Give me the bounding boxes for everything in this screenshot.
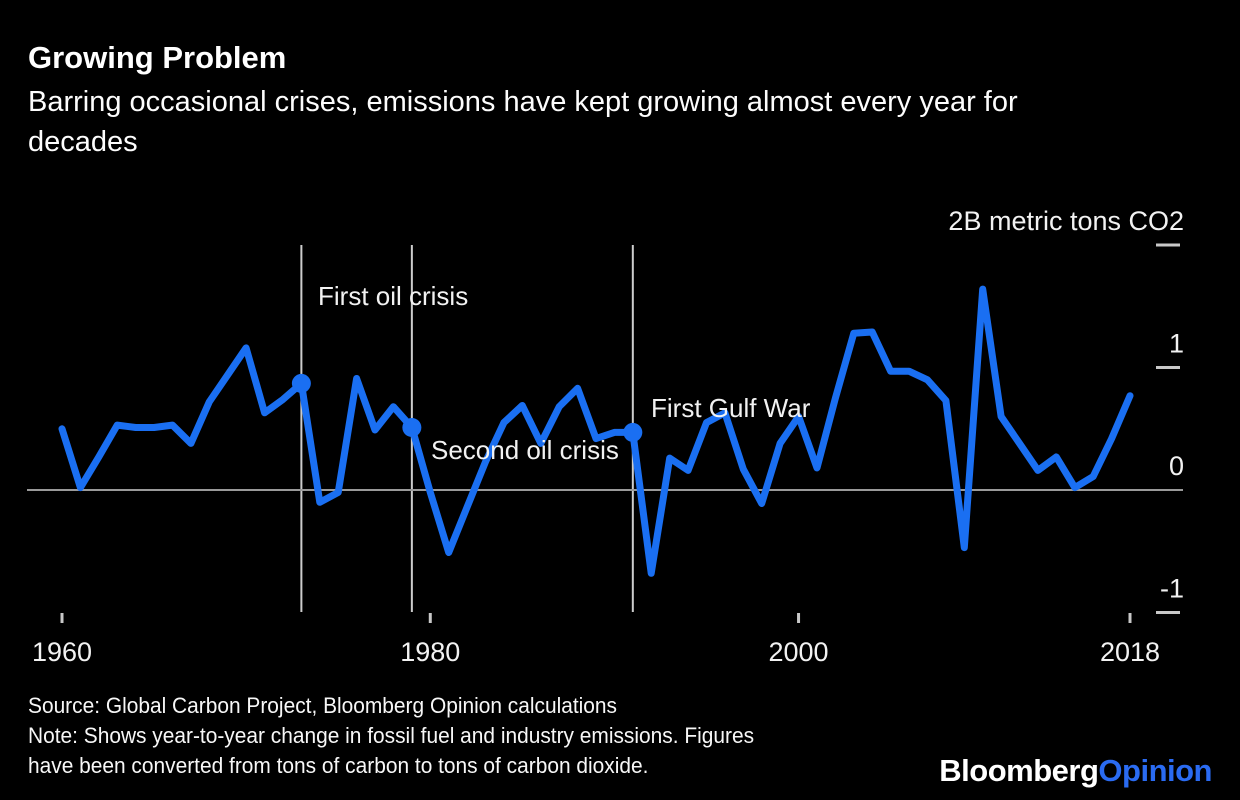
x-tick-label-1: 1980 bbox=[400, 637, 460, 667]
x-tick-1 bbox=[428, 613, 432, 623]
x-tick-label-3: 2018 bbox=[1100, 637, 1160, 667]
event-dot-1 bbox=[402, 418, 422, 438]
page-title: Growing Problem bbox=[28, 40, 287, 75]
annotation-label-0: First oil crisis bbox=[318, 281, 468, 311]
y-tick-label-3: -1 bbox=[1160, 574, 1184, 604]
y-tick-label-1: 1 bbox=[1169, 329, 1184, 359]
source-line: Source: Global Carbon Project, Bloomberg… bbox=[28, 693, 617, 718]
y-tick-label-2: 0 bbox=[1169, 451, 1184, 481]
x-tick-2 bbox=[797, 613, 801, 623]
logo-opinion: Opinion bbox=[1098, 753, 1212, 788]
y-tick-label-0: 2B metric tons CO2 bbox=[948, 206, 1184, 236]
x-tick-0 bbox=[60, 613, 64, 623]
y-tick-dash-3 bbox=[1156, 611, 1180, 614]
subtitle-line-1: Barring occasional crises, emissions hav… bbox=[28, 86, 1018, 118]
chart-footer: Source: Global Carbon Project, Bloomberg… bbox=[28, 691, 754, 781]
event-dot-0 bbox=[291, 373, 311, 393]
x-tick-label-2: 2000 bbox=[769, 637, 829, 667]
y-tick-dash-0 bbox=[1156, 243, 1180, 247]
y-tick-dash-1 bbox=[1156, 366, 1180, 369]
logo-bloomberg: Bloomberg bbox=[939, 753, 1099, 788]
subtitle-line-2: decades bbox=[28, 126, 138, 158]
annotation-label-1: Second oil crisis bbox=[431, 435, 619, 465]
chart-subtitle: Barring occasional crises, emissions hav… bbox=[28, 82, 1018, 162]
x-tick-3 bbox=[1128, 613, 1132, 623]
note-line-1: Note: Shows year-to-year change in fossi… bbox=[28, 723, 755, 748]
x-tick-label-0: 1960 bbox=[32, 637, 92, 667]
annotation-label-2: First Gulf War bbox=[651, 393, 811, 423]
emissions-line bbox=[58, 285, 1134, 577]
event-dot-2 bbox=[623, 422, 643, 442]
note-line-2: have been converted from tons of carbon … bbox=[28, 753, 649, 778]
bloomberg-opinion-logo: BloombergOpinion bbox=[939, 753, 1212, 789]
